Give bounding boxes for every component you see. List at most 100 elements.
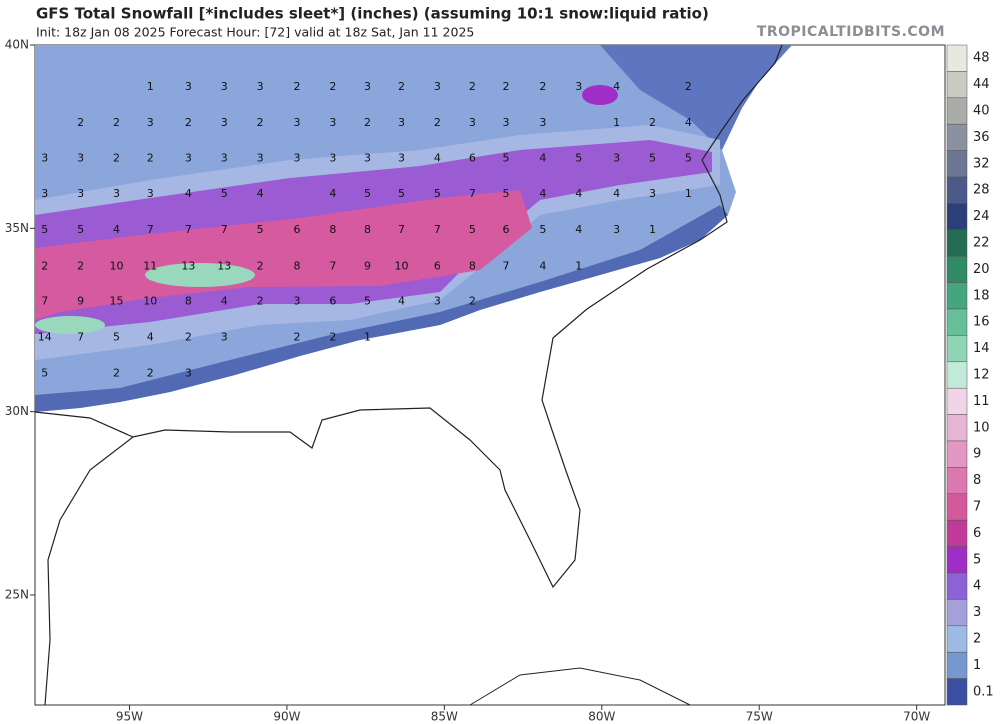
snow-value: 4 [329, 187, 336, 200]
snow-value: 4 [398, 295, 405, 308]
colorbar-label: 0.1 [973, 684, 994, 699]
colorbar-label: 48 [973, 51, 990, 66]
snow-value: 3 [221, 331, 228, 344]
snow-value: 3 [77, 152, 84, 165]
snow-value: 2 [398, 80, 405, 93]
snow-value: 3 [147, 187, 154, 200]
snow-value: 6 [469, 152, 476, 165]
snow-value: 3 [293, 116, 300, 129]
snow-value: 7 [398, 223, 405, 236]
snow-value: 13 [217, 259, 231, 272]
colorbar-label: 2 [973, 632, 981, 647]
snow-value: 3 [257, 152, 264, 165]
snow-value: 5 [41, 223, 48, 236]
colorbar-box [946, 97, 968, 125]
snow-value: 10 [143, 295, 157, 308]
cuba [469, 667, 691, 706]
x-tick-label: 85W [431, 710, 458, 724]
colorbar-label: 16 [973, 315, 990, 330]
snow-value: 10 [110, 259, 124, 272]
snow-dark-edge [35, 205, 728, 412]
colorbar-label: 32 [973, 156, 990, 171]
snow-value: 2 [293, 331, 300, 344]
snow-value: 1 [685, 187, 692, 200]
colorbar-box [946, 361, 968, 389]
snow-value: 4 [221, 295, 228, 308]
colorbar-box [946, 651, 968, 679]
map-title: GFS Total Snowfall [*includes sleet*] (i… [36, 5, 709, 23]
snow-value: 7 [185, 223, 192, 236]
colorbar-label: 18 [973, 288, 990, 303]
snow-value: 2 [434, 116, 441, 129]
snow-value: 2 [41, 259, 48, 272]
snow-value: 3 [221, 152, 228, 165]
snow-value: 5 [41, 367, 48, 380]
snow-value: 3 [221, 116, 228, 129]
snow-value: 4 [257, 187, 264, 200]
snow-value: 6 [503, 223, 510, 236]
snow-value: 3 [221, 80, 228, 93]
snow-value: 2 [257, 259, 264, 272]
snow-value: 5 [77, 223, 84, 236]
snow-value: 3 [185, 367, 192, 380]
colorbar-box [946, 71, 968, 99]
colorbar-box [946, 387, 968, 415]
colorbar-box [946, 150, 968, 178]
snow-value: 3 [364, 80, 371, 93]
snow-value: 1 [575, 259, 582, 272]
y-tick-label: 40N [5, 38, 29, 52]
snow-value: 3 [613, 223, 620, 236]
snow-value: 4 [539, 152, 546, 165]
y-tick-label: 30N [5, 404, 29, 418]
snow-value: 7 [329, 259, 336, 272]
snow-value: 8 [469, 259, 476, 272]
snow-value: 2 [293, 80, 300, 93]
graticule [30, 44, 918, 710]
snow-value: 2 [147, 367, 154, 380]
snow-value: 5 [364, 187, 371, 200]
colorbar-box [946, 493, 968, 521]
colorbar-label: 3 [973, 605, 981, 620]
axis-labels: 95W 90W 85W 80W 75W 70W 40N 35N 30N 25N [5, 38, 931, 724]
snow-value: 2 [185, 331, 192, 344]
snow-value: 7 [77, 331, 84, 344]
colorbar-label: 1 [973, 658, 981, 673]
colorbar-box [946, 123, 968, 151]
colorbar-box [946, 467, 968, 495]
colorbar-box [946, 599, 968, 627]
value-labels: 1 3 3 3 2 2 3 2 3 2 2 2 3 4 22 2 3 2 3 2 3 3 2 3 2 3 3 3 1 2 43 3 2 2 3 3 3 3… [38, 80, 692, 379]
snow-green [145, 263, 255, 287]
colorbar-label: 28 [973, 183, 990, 198]
snow-value: 3 [398, 116, 405, 129]
x-tick-label: 90W [273, 710, 300, 724]
snow-value: 5 [434, 187, 441, 200]
snow-value: 4 [575, 223, 582, 236]
snow-value: 2 [329, 331, 336, 344]
map-area: 1 3 3 3 2 2 3 2 3 2 2 2 3 4 22 2 3 2 3 2 3 3 2 3 2 3 3 3 1 2 43 3 2 2 3 3 3 3… [30, 44, 946, 710]
snow-value: 3 [364, 152, 371, 165]
colorbar-box [946, 44, 968, 72]
snow-value: 3 [329, 152, 336, 165]
snow-value: 8 [364, 223, 371, 236]
colorbar-label: 36 [973, 130, 990, 145]
snow-value: 8 [293, 259, 300, 272]
coastline [34, 44, 783, 589]
snow-value: 2 [77, 116, 84, 129]
snow-value: 3 [147, 116, 154, 129]
snow-value: 5 [649, 152, 656, 165]
snow-value: 2 [685, 80, 692, 93]
snow-value: 6 [329, 295, 336, 308]
snow-value: 2 [364, 116, 371, 129]
snow-value: 7 [41, 295, 48, 308]
colorbar-box [946, 308, 968, 336]
snow-value: 2 [185, 116, 192, 129]
colorbar-label: 22 [973, 236, 990, 251]
snow-value: 2 [113, 116, 120, 129]
snow-value: 5 [221, 187, 228, 200]
snow-value: 3 [185, 152, 192, 165]
snow-value: 9 [77, 295, 84, 308]
snow-value: 3 [293, 152, 300, 165]
snow-value: 4 [434, 152, 441, 165]
snow-value: 10 [395, 259, 409, 272]
